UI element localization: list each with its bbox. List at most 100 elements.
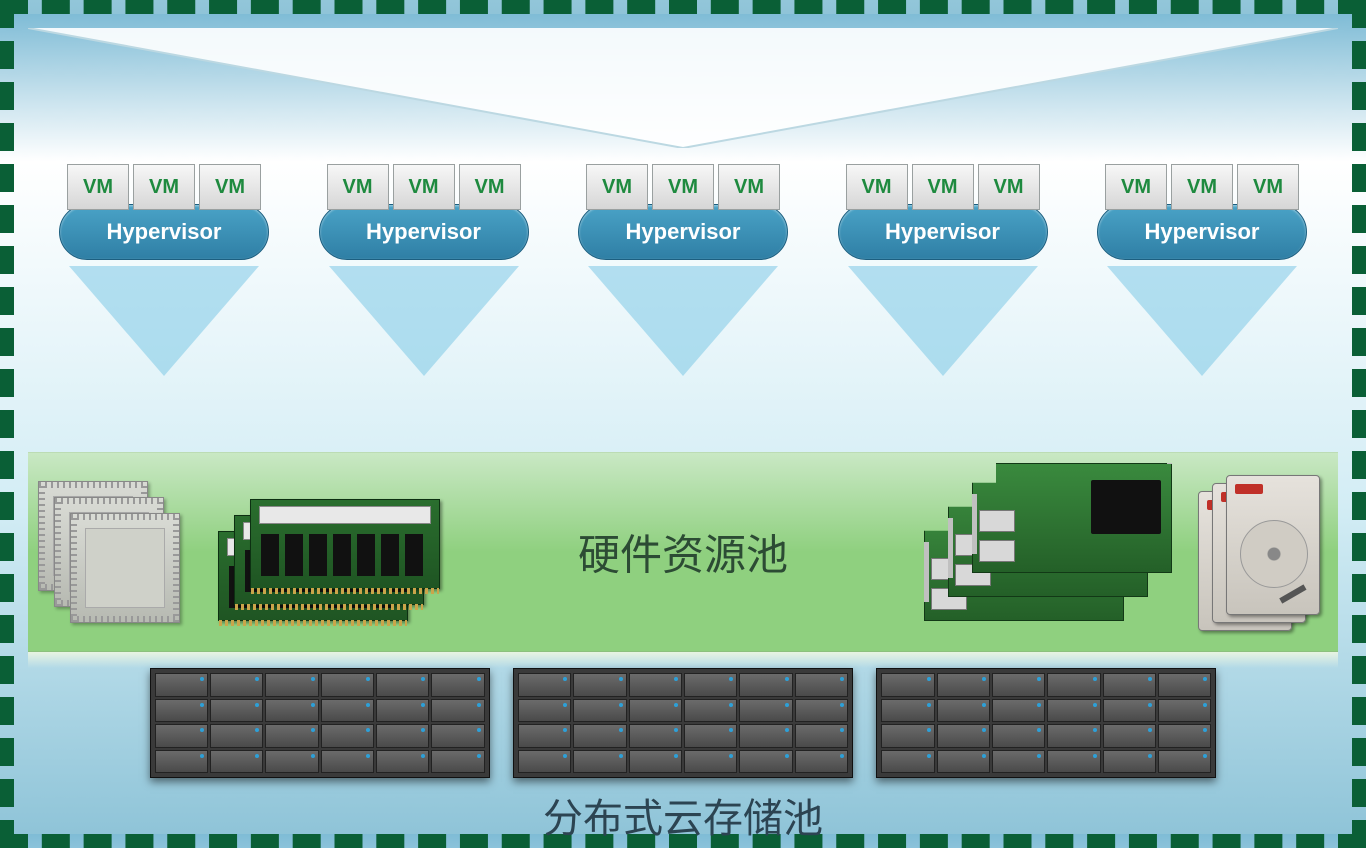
drive-bay (265, 750, 318, 774)
cpu-icon (38, 481, 188, 631)
drive-bay (739, 673, 792, 697)
drive-bay (1047, 750, 1100, 774)
storage-pool-label: 分布式云存储池 (14, 786, 1352, 844)
drive-bay (155, 750, 208, 774)
drive-bay (1158, 724, 1211, 748)
vm-box: VM (912, 164, 974, 210)
drive-bay (795, 673, 848, 697)
diagram-frame: VM VM VM Hypervisor VM VM VM Hypervisor … (0, 0, 1366, 848)
light-cone (69, 266, 259, 376)
drive-bay (739, 750, 792, 774)
drive-bay (518, 673, 571, 697)
storage-server (513, 668, 853, 778)
drive-bay (1103, 750, 1156, 774)
drive-bay (937, 699, 990, 723)
drive-bay (684, 750, 737, 774)
drive-bay (992, 673, 1045, 697)
drive-bay (739, 699, 792, 723)
storage-server (150, 668, 490, 778)
light-cone (588, 266, 778, 376)
drive-bay (321, 724, 374, 748)
drive-bay (1047, 724, 1100, 748)
vm-box: VM (1237, 164, 1299, 210)
drive-bay (629, 724, 682, 748)
server-chassis (150, 668, 490, 778)
drive-bay (629, 699, 682, 723)
drive-bay (431, 699, 484, 723)
drive-bay (992, 699, 1045, 723)
drive-bay (155, 724, 208, 748)
hypervisor-pill: Hypervisor (319, 204, 529, 260)
server-chassis (876, 668, 1216, 778)
drive-bay (881, 724, 934, 748)
drive-bay (937, 750, 990, 774)
hypervisor-pill: Hypervisor (1097, 204, 1307, 260)
vm-box: VM (652, 164, 714, 210)
vm-box: VM (327, 164, 389, 210)
light-cone (848, 266, 1038, 376)
hypervisor-row: VM VM VM Hypervisor VM VM VM Hypervisor … (44, 164, 1322, 376)
drive-bay (629, 750, 682, 774)
vm-box: VM (846, 164, 908, 210)
storage-server (876, 668, 1216, 778)
drive-bay (795, 724, 848, 748)
vm-box: VM (393, 164, 455, 210)
drive-bay (265, 699, 318, 723)
band-divider (28, 652, 1338, 668)
drive-bay (881, 750, 934, 774)
drive-bay (1103, 699, 1156, 723)
drive-bay (992, 750, 1045, 774)
drive-bay (265, 673, 318, 697)
drive-bay (265, 724, 318, 748)
ram-icon (218, 491, 448, 631)
hdd-icon (1198, 471, 1328, 641)
drive-bay (573, 699, 626, 723)
drive-bay (573, 750, 626, 774)
drive-bay (684, 699, 737, 723)
storage-server-row (28, 668, 1338, 778)
drive-bay (573, 724, 626, 748)
drive-bay (210, 750, 263, 774)
hypervisor-pill: Hypervisor (838, 204, 1048, 260)
drive-bay (210, 699, 263, 723)
drive-bay (795, 699, 848, 723)
hypervisor-stack: VM VM VM Hypervisor (563, 164, 803, 376)
drive-bay (321, 673, 374, 697)
drive-bay (1158, 750, 1211, 774)
hypervisor-stack: VM VM VM Hypervisor (44, 164, 284, 376)
vm-box: VM (133, 164, 195, 210)
drive-bay (155, 673, 208, 697)
drive-bay (376, 724, 429, 748)
drive-bay (739, 724, 792, 748)
drive-bay (629, 673, 682, 697)
hypervisor-stack: VM VM VM Hypervisor (1082, 164, 1322, 376)
vm-box: VM (199, 164, 261, 210)
drive-bay (881, 699, 934, 723)
light-cone (329, 266, 519, 376)
server-chassis (513, 668, 853, 778)
drive-bay (1158, 699, 1211, 723)
nic-icon (924, 451, 1184, 641)
drive-bay (937, 673, 990, 697)
drive-bay (1158, 673, 1211, 697)
drive-bay (518, 724, 571, 748)
drive-bay (795, 750, 848, 774)
drive-bay (1103, 724, 1156, 748)
drive-bay (1047, 673, 1100, 697)
drive-bay (1047, 699, 1100, 723)
drive-bay (431, 724, 484, 748)
drive-bay (210, 724, 263, 748)
vm-box: VM (978, 164, 1040, 210)
drive-bay (321, 750, 374, 774)
hypervisor-stack: VM VM VM Hypervisor (304, 164, 544, 376)
drive-bay (881, 673, 934, 697)
perspective-overlay (28, 28, 1338, 148)
vm-box: VM (67, 164, 129, 210)
drive-bay (155, 699, 208, 723)
drive-bay (518, 699, 571, 723)
drive-bay (1103, 673, 1156, 697)
hypervisor-stack: VM VM VM Hypervisor (823, 164, 1063, 376)
drive-bay (376, 750, 429, 774)
drive-bay (431, 750, 484, 774)
hardware-pool-band: 硬件资源池 (28, 452, 1338, 652)
